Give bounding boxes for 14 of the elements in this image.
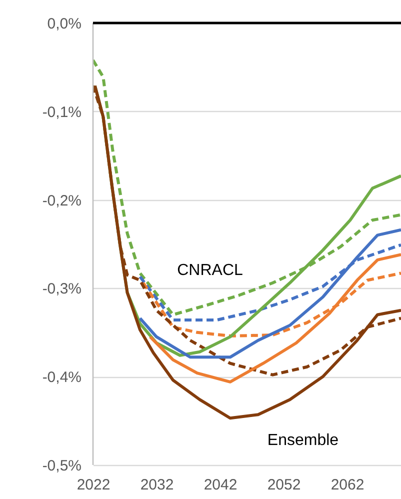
- y-tick-label: 0,0%: [47, 16, 82, 32]
- x-tick-label: 2022: [76, 476, 110, 494]
- y-tick-label: -0,2%: [42, 192, 82, 210]
- y-tick-label: -0,3%: [42, 280, 82, 298]
- x-tick-label: 2042: [204, 476, 238, 494]
- y-tick-label: -0,5%: [42, 458, 82, 474]
- y-tick-label: -0,4%: [42, 369, 82, 386]
- annotation: CNRACL: [177, 262, 243, 279]
- annotation: Ensemble: [267, 432, 339, 449]
- y-tick-label: -0,1%: [42, 104, 82, 121]
- line-series: [138, 228, 401, 359]
- x-tick-label: 2062: [330, 476, 364, 494]
- x-tick-label: 2052: [267, 476, 301, 494]
- x-tick-label: 2032: [140, 476, 174, 494]
